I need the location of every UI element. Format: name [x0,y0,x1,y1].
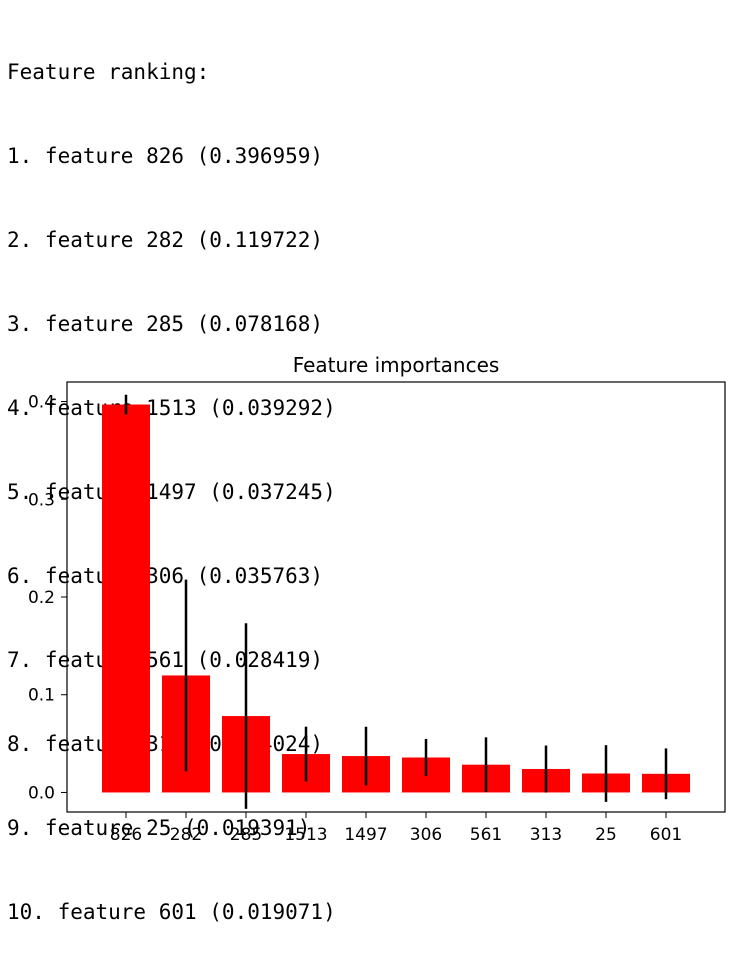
x-tick-label: 25 [595,825,617,845]
x-tick-label: 826 [110,825,142,845]
y-tick-label: 0.0 [28,783,55,803]
chart-title: Feature importances [293,353,500,377]
x-tick-label: 1497 [344,825,387,845]
ranking-header: Feature ranking: [7,60,210,84]
ranking-line: 10. feature 601 (0.019071) [7,900,336,924]
ranking-line: 2. feature 282 (0.119722) [7,228,324,252]
feature-importances-chart: Feature importances 0.0 0.1 0.2 0.3 0.4 826 2… [28,353,726,845]
x-tick-label: 601 [650,825,682,845]
x-tick-label: 285 [230,825,262,845]
x-tick-label: 1513 [284,825,327,845]
y-tick-label: 0.4 [28,393,55,413]
ranking-line: 9. feature 25 (0.019391) [7,816,311,840]
x-tick-label: 561 [470,825,502,845]
x-tick-label: 306 [410,825,442,845]
y-axis: 0.0 0.1 0.2 0.3 0.4 [28,393,67,803]
x-axis: 826 282 285 1513 1497 306 561 313 25 601 [110,812,682,845]
x-tick-label: 282 [170,825,202,845]
y-tick-label: 0.1 [28,686,55,706]
y-tick-label: 0.2 [28,588,55,608]
x-tick-label: 313 [530,825,562,845]
error-bars-group [124,394,668,809]
ranking-line: 3. feature 285 (0.078168) [7,312,324,336]
y-tick-label: 0.3 [28,490,55,510]
bars-group [102,404,690,793]
bar-826 [102,404,150,793]
ranking-line: 1. feature 826 (0.396959) [7,144,324,168]
